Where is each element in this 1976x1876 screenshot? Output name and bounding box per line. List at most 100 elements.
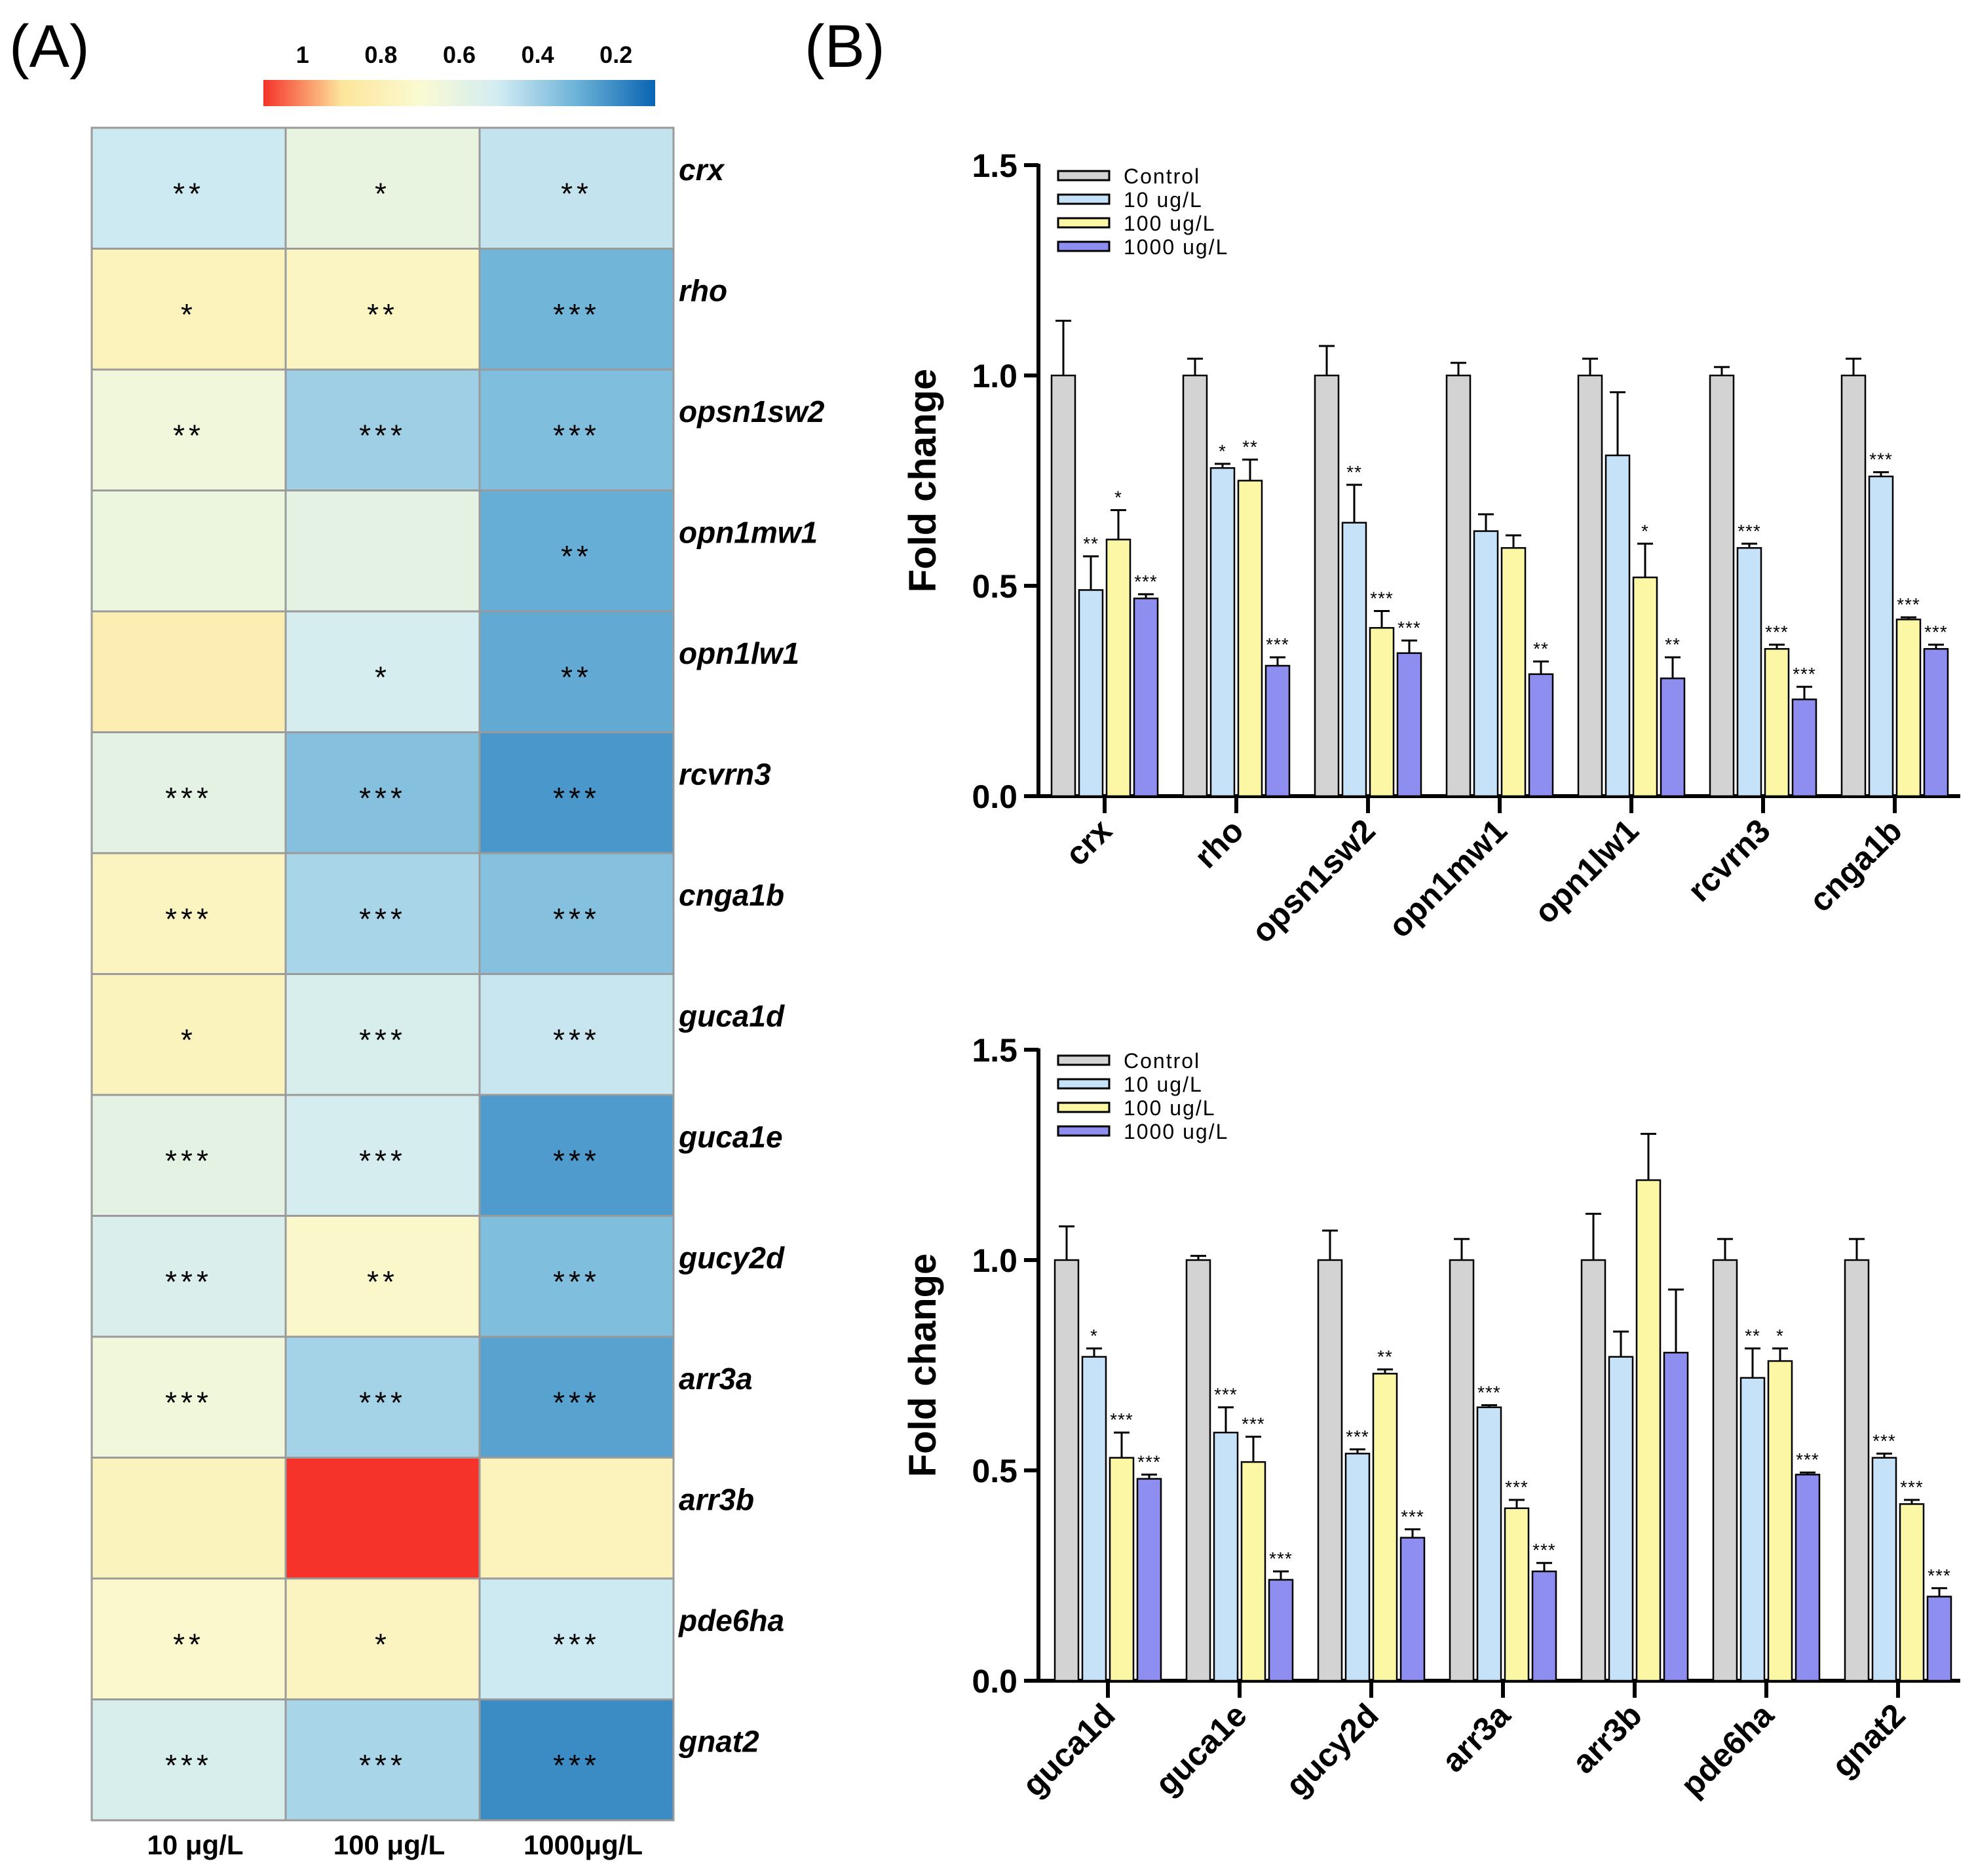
- heatmap-column-label: 1000μg/L: [523, 1829, 643, 1860]
- bar: [1399, 1537, 1426, 1682]
- heatmap-row-label: rho: [679, 274, 727, 308]
- significance-label: **: [1533, 639, 1549, 659]
- significance-label: *: [1219, 441, 1226, 461]
- significance-label: ***: [1924, 622, 1948, 642]
- significance-label: ***: [1134, 571, 1158, 592]
- heatmap: 1 0.8 0.6 0.4 0.2** * **crx* ** ***rho** *** ***op…: [90, 41, 825, 1860]
- heatmap-cell: [478, 126, 675, 250]
- y-axis-label: Fold change: [902, 369, 944, 593]
- significance-label: **: [1346, 462, 1362, 482]
- heatmap-cell: [284, 973, 481, 1096]
- colorbar-tick-label: 0.8: [364, 41, 397, 68]
- heatmap-significance: **: [561, 176, 592, 210]
- bar: [1608, 1356, 1634, 1682]
- heatmap-row-label: opn1mw1: [679, 516, 818, 550]
- heatmap-cell: [478, 1335, 675, 1459]
- bar: [1605, 454, 1631, 797]
- significance-label: *: [1090, 1326, 1098, 1346]
- y-tick-label: 1.0: [972, 358, 1017, 394]
- colorbar-tick-label: 0.4: [522, 41, 554, 68]
- heatmap-significance: ***: [359, 418, 406, 452]
- legend-label: 10 ug/L: [1124, 1073, 1203, 1096]
- heatmap-significance: ***: [553, 418, 600, 452]
- x-tick-label: pde6ha: [1673, 1696, 1781, 1803]
- y-tick-label: 0.0: [972, 1663, 1017, 1700]
- heatmap-row-label: opsn1sw2: [679, 394, 825, 429]
- heatmap-significance: ***: [359, 902, 406, 936]
- x-tick-label: crx: [1058, 812, 1119, 873]
- significance-label: ***: [1869, 450, 1893, 470]
- heatmap-cell: [284, 489, 481, 613]
- legend-swatch: [1057, 1125, 1111, 1137]
- legend-label: 1000 ug/L: [1124, 1120, 1228, 1143]
- x-tick-label: opn1lw1: [1527, 812, 1646, 930]
- bar: [1709, 374, 1735, 797]
- heatmap-significance: ***: [359, 1748, 406, 1782]
- bar: [1213, 1431, 1239, 1682]
- heatmap-row-label: gucy2d: [678, 1241, 785, 1275]
- heatmap-significance: ***: [553, 1385, 600, 1419]
- heatmap-cell: [90, 1335, 287, 1459]
- significance-label: ***: [1900, 1477, 1924, 1497]
- significance-label: ***: [1765, 622, 1789, 642]
- bar: [1840, 374, 1867, 797]
- legend-swatch: [1057, 1101, 1111, 1113]
- significance-label: ***: [1397, 617, 1421, 638]
- heatmap-significance: ***: [553, 297, 600, 332]
- heatmap-cell: [478, 489, 675, 613]
- heatmap-cell: [90, 731, 287, 854]
- bar: [1341, 522, 1367, 797]
- heatmap-row-label: cnga1b: [679, 878, 784, 912]
- bar: [1344, 1453, 1371, 1682]
- bar: [1054, 1259, 1080, 1682]
- heatmap-significance: ***: [553, 902, 600, 936]
- x-tick-label: cnga1b: [1802, 812, 1909, 919]
- heatmap-significance: ***: [359, 1385, 406, 1419]
- legend-swatch: [1057, 170, 1111, 182]
- heatmap-cell: [478, 1698, 675, 1822]
- heatmap-cell: [90, 610, 287, 733]
- x-tick-label: guca1d: [1015, 1696, 1122, 1803]
- heatmap-row-label: guca1d: [678, 999, 785, 1033]
- heatmap-cell: [478, 731, 675, 854]
- bar: [1185, 1259, 1211, 1682]
- legend-swatch: [1057, 217, 1111, 229]
- heatmap-significance: ***: [165, 902, 212, 936]
- bar: [1660, 677, 1686, 797]
- bar: [1736, 546, 1762, 797]
- heatmap-row-label: rcvrn3: [679, 757, 771, 792]
- heatmap-row-label: crx: [679, 153, 725, 187]
- heatmap-cell: [478, 973, 675, 1096]
- significance-label: *: [1776, 1326, 1784, 1346]
- panel-a-label: (A): [9, 13, 90, 80]
- x-tick-label: gucy2d: [1278, 1696, 1385, 1803]
- heatmap-cell: [90, 1698, 287, 1822]
- heatmap-cell: [90, 973, 287, 1096]
- legend-swatch: [1057, 1054, 1111, 1066]
- bar: [1635, 1179, 1662, 1682]
- heatmap-cell: [478, 248, 675, 371]
- significance-label: **: [1665, 634, 1681, 655]
- significance-label: ***: [1370, 588, 1394, 609]
- bar: [1105, 539, 1131, 797]
- bar: [1923, 648, 1949, 797]
- legend-label: 100 ug/L: [1124, 212, 1216, 235]
- significance-label: *: [1114, 487, 1122, 507]
- significance-label: *: [1641, 521, 1649, 541]
- heatmap-significance: ***: [165, 1385, 212, 1419]
- bar: [1109, 1457, 1135, 1682]
- bar: [1531, 1570, 1557, 1682]
- heatmap-row-label: arr3a: [679, 1362, 753, 1396]
- significance-label: ***: [1477, 1382, 1501, 1402]
- bar: [1739, 1377, 1766, 1682]
- bar: [1868, 475, 1894, 797]
- heatmap-cell: [284, 1698, 481, 1822]
- heatmap-significance: **: [561, 660, 592, 694]
- heatmap-cell: [284, 852, 481, 975]
- y-tick-label: 1.0: [972, 1242, 1017, 1279]
- heatmap-cell: [284, 1335, 481, 1459]
- heatmap-cell: [90, 1457, 287, 1580]
- x-tick-label: gnat2: [1825, 1696, 1912, 1784]
- legend-swatch: [1057, 1078, 1111, 1090]
